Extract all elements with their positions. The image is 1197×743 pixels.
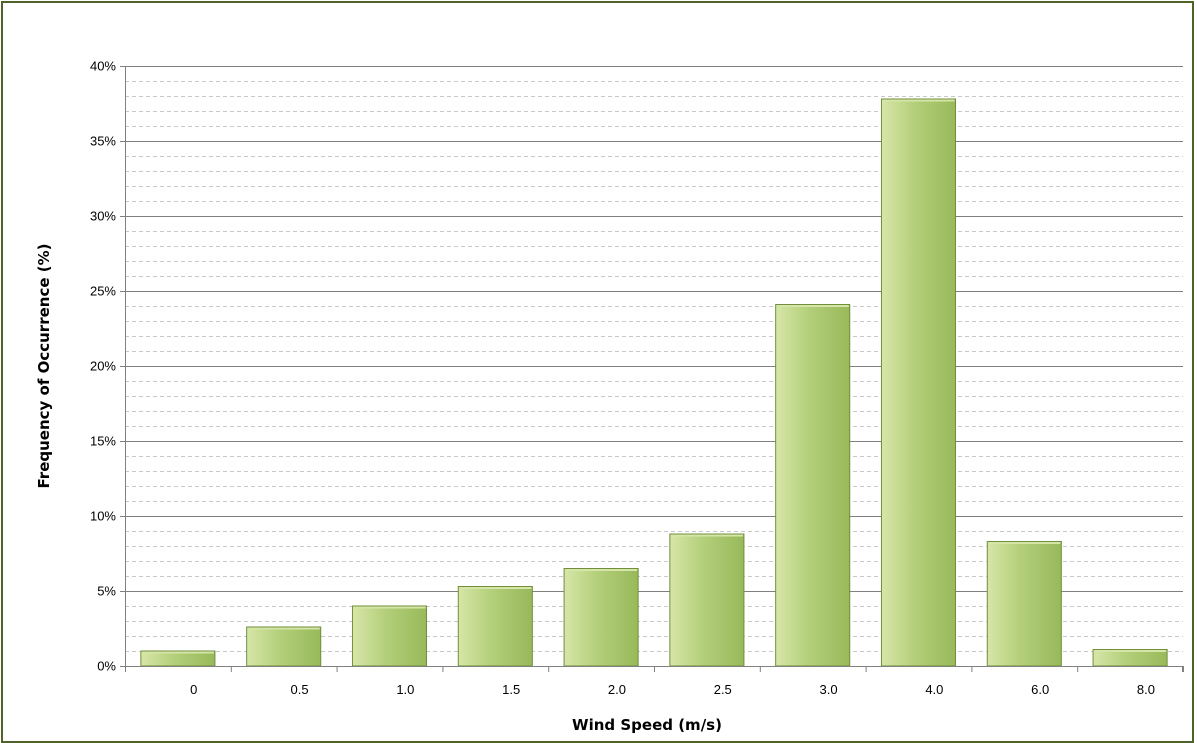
x-tick-label: 6.0	[1031, 682, 1049, 697]
y-tick-label: 30%	[90, 209, 116, 224]
y-tick-label: 20%	[90, 359, 116, 374]
x-tick-label: 1.0	[396, 682, 414, 697]
bar-3.0-4.0	[775, 304, 851, 667]
bar-2.5-3.0	[669, 533, 745, 667]
x-tick-label: 0	[190, 682, 197, 697]
bar-6.0-8.0	[986, 541, 1062, 667]
bar-0.5-1.0	[246, 626, 322, 667]
x-tick-label: 0.5	[291, 682, 309, 697]
y-tick-label: 0%	[97, 659, 116, 674]
bar-1.0-1.5	[351, 605, 428, 667]
x-tick-label: 2.0	[608, 682, 626, 697]
x-axis-title: Wind Speed (m/s)	[572, 716, 722, 734]
grid-layer	[125, 66, 1183, 667]
bar-chart: 0% 5% 10% 15% 20% 25% 30% 35% 40% 0 0.5 1.0 1.5 2.0 2.…	[35, 59, 1184, 734]
bar-4.0-6.0	[880, 98, 957, 667]
y-tick-label: 5%	[97, 584, 116, 599]
x-tick-label: 1.5	[502, 682, 520, 697]
y-tick-label: 25%	[90, 284, 116, 299]
y-tick-label: 35%	[90, 134, 116, 149]
bar-1.5-2.0	[457, 586, 533, 667]
x-tick-label: 3.0	[820, 682, 838, 697]
y-tick-label: 15%	[90, 434, 116, 449]
labels-layer: 0% 5% 10% 15% 20% 25% 30% 35% 40% 0 0.5 1.0 1.5 2.0 2.…	[90, 59, 1155, 698]
y-axis-title: Frequency of Occurrence (%)	[35, 244, 53, 489]
x-tick-label: 2.5	[714, 682, 732, 697]
y-tick-label: 10%	[90, 509, 116, 524]
x-tick-label: 8.0	[1137, 682, 1155, 697]
bars-layer	[140, 98, 1168, 667]
x-tick-label: 4.0	[925, 682, 943, 697]
axes-layer	[120, 66, 1184, 672]
bar-2.0-2.5	[563, 568, 639, 667]
y-tick-label: 40%	[90, 59, 116, 74]
